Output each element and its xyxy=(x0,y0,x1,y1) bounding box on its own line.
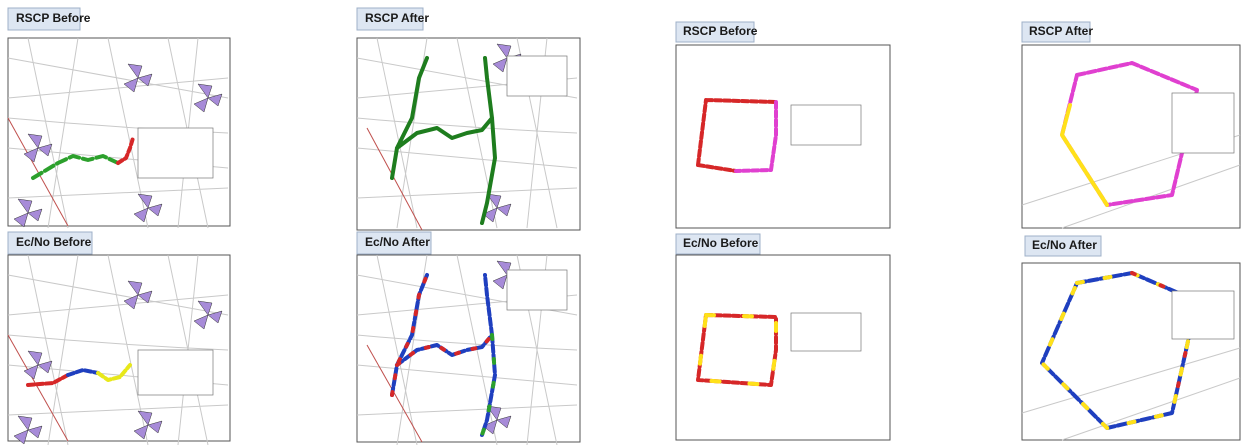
panel-label: Ec/No Before xyxy=(675,233,761,255)
panel-label: Ec/No Before xyxy=(7,231,93,255)
panel xyxy=(1021,262,1241,441)
panel-title: Ec/No Before xyxy=(683,236,759,250)
panel xyxy=(675,44,891,229)
panel xyxy=(356,254,581,445)
panel xyxy=(1021,44,1241,229)
panel-label: RSCP After xyxy=(1021,21,1093,43)
panel-label: RSCP Before xyxy=(7,7,91,31)
panel-title: Ec/No Before xyxy=(16,235,92,249)
panel-title: Ec/No After xyxy=(1032,238,1097,252)
panel-title: RSCP Before xyxy=(683,24,758,38)
panel-title: RSCP After xyxy=(365,11,429,25)
panel-title: Ec/No After xyxy=(365,235,430,249)
panel-label: Ec/No After xyxy=(356,231,432,255)
panel-label: Ec/No After xyxy=(1024,235,1102,257)
panel xyxy=(356,37,581,231)
panel-title: RSCP After xyxy=(1029,24,1093,38)
panel-label: RSCP After xyxy=(356,7,429,31)
panel xyxy=(7,254,231,445)
map-frame xyxy=(1021,262,1241,441)
panel xyxy=(675,254,891,441)
panel-title: RSCP Before xyxy=(16,11,91,25)
panel xyxy=(7,37,231,229)
panel-label: RSCP Before xyxy=(675,21,758,43)
